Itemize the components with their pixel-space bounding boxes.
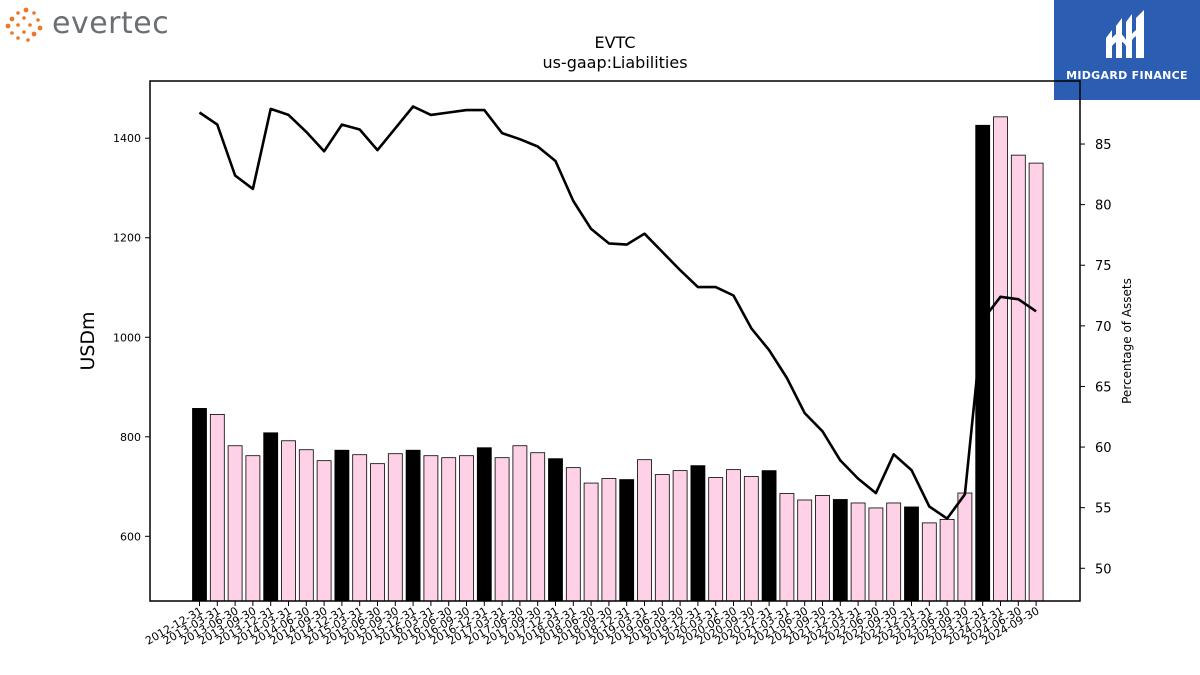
bar [565, 467, 581, 602]
bar [761, 470, 777, 602]
y-axis-right: 50 55 60 65 70 75 80 85 [1080, 138, 1112, 577]
bar [654, 474, 670, 602]
logo-dot [28, 23, 32, 27]
logo-dot [16, 36, 20, 40]
logo-dot [37, 25, 43, 31]
y2-tick-label: 50 [1095, 562, 1112, 577]
y2-tick-label: 55 [1095, 502, 1112, 517]
bar [815, 495, 830, 602]
y-tick-label: 800 [120, 431, 141, 444]
logo-dot [5, 23, 11, 29]
logo-dot [36, 18, 40, 22]
y-tick-label: 1200 [113, 232, 141, 245]
y-axis-label: USDm [77, 311, 99, 370]
bar [387, 453, 403, 602]
bar [619, 479, 635, 602]
bar [832, 499, 848, 602]
bar [263, 432, 279, 602]
logo-dot [26, 38, 30, 42]
percentage-line [198, 105, 1037, 520]
y2-axis-label: Percentage of Assets [1120, 278, 1134, 404]
x-axis: 2012-12-312013-03-312013-06-302013-09-30… [143, 601, 1042, 648]
logo-dot [16, 23, 20, 27]
bar [939, 518, 955, 602]
bar [245, 455, 261, 602]
bar [743, 476, 759, 602]
y2-tick-label: 85 [1095, 138, 1112, 153]
bar [601, 478, 617, 602]
bar [423, 455, 439, 602]
logo-dot [22, 16, 26, 20]
logo-dot [22, 30, 26, 34]
bar [690, 465, 706, 602]
bar [476, 447, 492, 602]
midgard-finance-logo: MIDGARD FINANCE [1054, 0, 1200, 100]
line-series [198, 105, 1037, 520]
logo-dot [32, 11, 36, 15]
bar [316, 460, 332, 602]
y-tick-label: 600 [120, 530, 141, 543]
bar [868, 507, 884, 602]
y2-tick-label: 80 [1095, 199, 1112, 214]
y2-tick-label: 65 [1095, 380, 1112, 395]
bar [352, 454, 368, 602]
logo-dot [9, 16, 15, 22]
y-tick-label: 1000 [113, 331, 141, 344]
bar [209, 413, 225, 602]
bar [1028, 162, 1044, 602]
bar [726, 469, 741, 602]
midgard-logo-text: MIDGARD FINANCE [1066, 69, 1188, 82]
bar [779, 493, 795, 602]
bar [886, 502, 902, 602]
bar [637, 459, 652, 602]
bar [370, 463, 385, 602]
logo-dot [16, 11, 20, 15]
bar [1010, 154, 1026, 602]
plot-frame [149, 80, 1081, 602]
y2-tick-label: 75 [1095, 259, 1112, 274]
bar [441, 457, 457, 602]
y2-tick-label: 70 [1095, 320, 1112, 335]
bar [530, 452, 546, 602]
bar [227, 445, 243, 602]
bar-series [192, 116, 1044, 602]
y-tick-label: 1400 [113, 132, 141, 145]
logo-dot [31, 31, 37, 37]
y2-tick-label: 60 [1095, 441, 1112, 456]
logo-dot [10, 31, 14, 35]
chart-subtitle: us-gaap:Liabilities [542, 53, 687, 72]
midgard-mark-icon [1106, 10, 1144, 58]
bar [298, 449, 314, 602]
bar [548, 458, 563, 602]
bar [405, 449, 421, 602]
y-axis-left: 600 800 1000 1200 1400 [113, 132, 150, 543]
bar [281, 440, 296, 602]
chart-title: EVTC [594, 33, 635, 52]
bar [583, 482, 599, 602]
evertec-dots-icon [5, 7, 43, 42]
bar [672, 470, 688, 602]
bar [921, 522, 937, 602]
bar [334, 449, 350, 602]
bar [797, 499, 813, 602]
bar [494, 457, 510, 602]
bar [459, 455, 474, 602]
bar [993, 116, 1008, 602]
bar [512, 445, 528, 602]
bar [192, 408, 207, 602]
bar [957, 492, 973, 602]
evertec-logo: evertec [4, 4, 194, 44]
bar [850, 502, 866, 602]
logo-dot [23, 7, 29, 13]
bar [708, 477, 724, 602]
evertec-logo-text: evertec [52, 6, 170, 41]
bar [904, 506, 919, 602]
